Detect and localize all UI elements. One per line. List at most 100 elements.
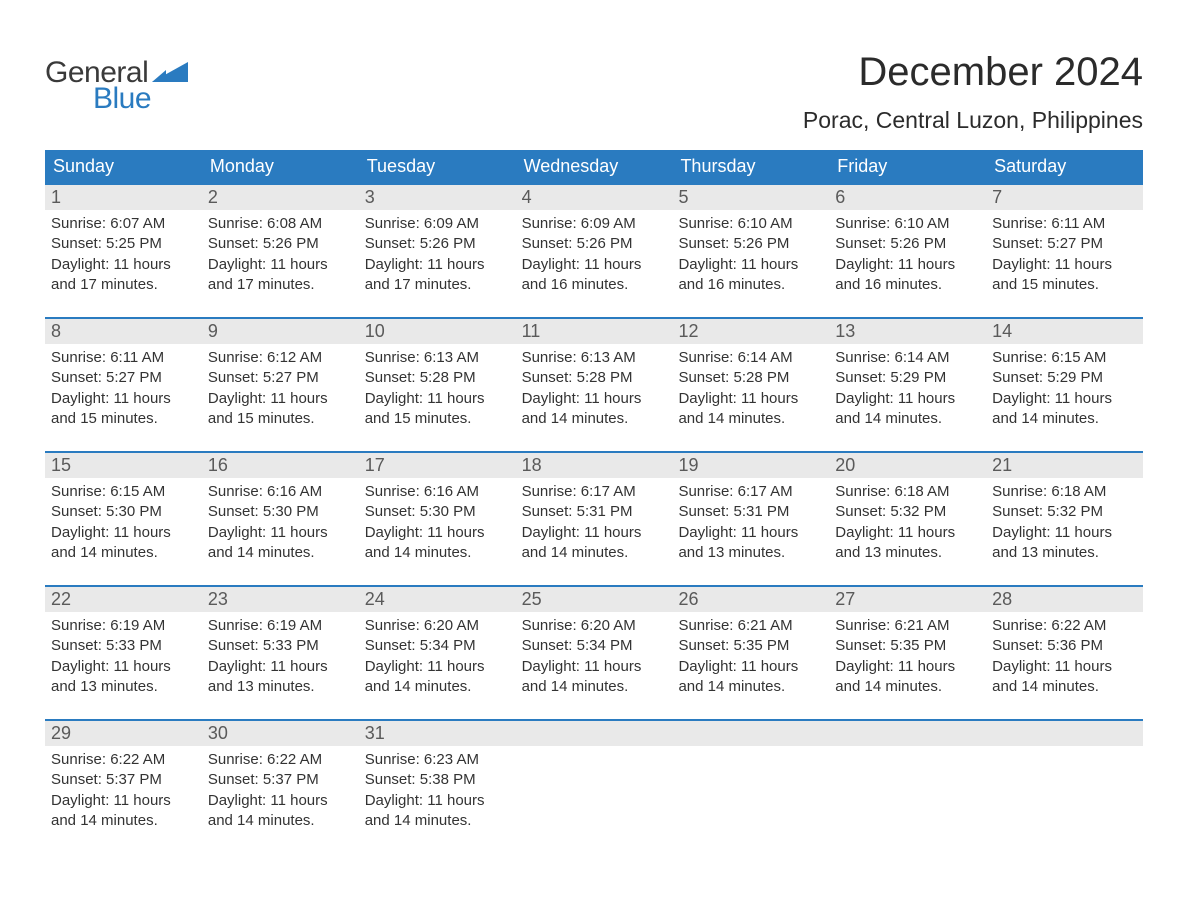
detail-cell: Sunrise: 6:15 AMSunset: 5:30 PMDaylight:… [45,478,202,567]
detail-cell: Sunrise: 6:16 AMSunset: 5:30 PMDaylight:… [359,478,516,567]
detail-cell: Sunrise: 6:22 AMSunset: 5:37 PMDaylight:… [202,746,359,835]
daynum-cell: 17 [359,453,516,478]
detail-cell: Sunrise: 6:22 AMSunset: 5:36 PMDaylight:… [986,612,1143,701]
sunset-line: Sunset: 5:26 PM [678,234,823,254]
sunset-line: Sunset: 5:31 PM [678,502,823,522]
daylight-line: Daylight: 11 hours and 14 minutes. [678,389,823,430]
weekday-cell: Saturday [986,150,1143,183]
detail-cell: Sunrise: 6:20 AMSunset: 5:34 PMDaylight:… [516,612,673,701]
sunset-line: Sunset: 5:34 PM [522,636,667,656]
daylight-line: Daylight: 11 hours and 13 minutes. [835,523,980,564]
daylight-line: Daylight: 11 hours and 15 minutes. [208,389,353,430]
daylight-line: Daylight: 11 hours and 15 minutes. [992,255,1137,296]
sunset-line: Sunset: 5:27 PM [992,234,1137,254]
sunrise-line: Sunrise: 6:07 AM [51,214,196,234]
month-title: December 2024 [803,50,1143,95]
daylight-line: Daylight: 11 hours and 16 minutes. [678,255,823,296]
daynum-cell: 5 [672,185,829,210]
sunset-line: Sunset: 5:34 PM [365,636,510,656]
sunset-line: Sunset: 5:32 PM [992,502,1137,522]
daynum-cell: 13 [829,319,986,344]
daylight-line: Daylight: 11 hours and 16 minutes. [835,255,980,296]
daylight-line: Daylight: 11 hours and 14 minutes. [208,523,353,564]
daylight-line: Daylight: 11 hours and 15 minutes. [365,389,510,430]
daynum-cell: 20 [829,453,986,478]
detail-cell [986,746,1143,835]
sunrise-line: Sunrise: 6:14 AM [835,348,980,368]
sunset-line: Sunset: 5:28 PM [678,368,823,388]
sunrise-line: Sunrise: 6:19 AM [51,616,196,636]
daynum-cell [516,721,673,746]
sunrise-line: Sunrise: 6:22 AM [208,750,353,770]
daylight-line: Daylight: 11 hours and 16 minutes. [522,255,667,296]
daylight-line: Daylight: 11 hours and 14 minutes. [992,389,1137,430]
sunrise-line: Sunrise: 6:13 AM [522,348,667,368]
sunset-line: Sunset: 5:33 PM [208,636,353,656]
sunset-line: Sunset: 5:32 PM [835,502,980,522]
week-block: 891011121314Sunrise: 6:11 AMSunset: 5:27… [45,317,1143,433]
daylight-line: Daylight: 11 hours and 14 minutes. [992,657,1137,698]
detail-band: Sunrise: 6:19 AMSunset: 5:33 PMDaylight:… [45,612,1143,701]
daylight-line: Daylight: 11 hours and 14 minutes. [365,523,510,564]
sunset-line: Sunset: 5:35 PM [835,636,980,656]
detail-band: Sunrise: 6:11 AMSunset: 5:27 PMDaylight:… [45,344,1143,433]
sunset-line: Sunset: 5:30 PM [365,502,510,522]
daylight-line: Daylight: 11 hours and 13 minutes. [51,657,196,698]
sunset-line: Sunset: 5:38 PM [365,770,510,790]
detail-cell: Sunrise: 6:18 AMSunset: 5:32 PMDaylight:… [986,478,1143,567]
sunrise-line: Sunrise: 6:17 AM [522,482,667,502]
daynum-cell: 9 [202,319,359,344]
daynum-cell: 21 [986,453,1143,478]
daynum-band: 15161718192021 [45,453,1143,478]
sunrise-line: Sunrise: 6:09 AM [365,214,510,234]
detail-cell: Sunrise: 6:17 AMSunset: 5:31 PMDaylight:… [672,478,829,567]
daynum-cell: 8 [45,319,202,344]
sunrise-line: Sunrise: 6:22 AM [992,616,1137,636]
sunset-line: Sunset: 5:27 PM [51,368,196,388]
daynum-cell: 14 [986,319,1143,344]
daylight-line: Daylight: 11 hours and 14 minutes. [51,791,196,832]
sunset-line: Sunset: 5:37 PM [208,770,353,790]
sunrise-line: Sunrise: 6:12 AM [208,348,353,368]
detail-cell: Sunrise: 6:14 AMSunset: 5:29 PMDaylight:… [829,344,986,433]
sunset-line: Sunset: 5:25 PM [51,234,196,254]
title-block: December 2024 Porac, Central Luzon, Phil… [803,50,1143,144]
daylight-line: Daylight: 11 hours and 13 minutes. [208,657,353,698]
detail-cell: Sunrise: 6:13 AMSunset: 5:28 PMDaylight:… [359,344,516,433]
weekday-header-row: SundayMondayTuesdayWednesdayThursdayFrid… [45,150,1143,183]
sunrise-line: Sunrise: 6:13 AM [365,348,510,368]
weekday-cell: Wednesday [516,150,673,183]
daylight-line: Daylight: 11 hours and 13 minutes. [678,523,823,564]
daylight-line: Daylight: 11 hours and 14 minutes. [678,657,823,698]
sunrise-line: Sunrise: 6:16 AM [208,482,353,502]
daynum-cell: 12 [672,319,829,344]
detail-cell: Sunrise: 6:12 AMSunset: 5:27 PMDaylight:… [202,344,359,433]
weekday-cell: Thursday [672,150,829,183]
daynum-cell: 11 [516,319,673,344]
daynum-cell: 3 [359,185,516,210]
sunrise-line: Sunrise: 6:21 AM [835,616,980,636]
sunrise-line: Sunrise: 6:10 AM [835,214,980,234]
sunrise-line: Sunrise: 6:16 AM [365,482,510,502]
sunrise-line: Sunrise: 6:18 AM [835,482,980,502]
daynum-cell: 31 [359,721,516,746]
detail-cell: Sunrise: 6:20 AMSunset: 5:34 PMDaylight:… [359,612,516,701]
daylight-line: Daylight: 11 hours and 14 minutes. [835,657,980,698]
sunset-line: Sunset: 5:29 PM [835,368,980,388]
detail-cell: Sunrise: 6:19 AMSunset: 5:33 PMDaylight:… [45,612,202,701]
detail-cell: Sunrise: 6:21 AMSunset: 5:35 PMDaylight:… [829,612,986,701]
detail-cell [672,746,829,835]
sunset-line: Sunset: 5:26 PM [208,234,353,254]
sunset-line: Sunset: 5:35 PM [678,636,823,656]
detail-cell: Sunrise: 6:13 AMSunset: 5:28 PMDaylight:… [516,344,673,433]
sunset-line: Sunset: 5:33 PM [51,636,196,656]
daylight-line: Daylight: 11 hours and 14 minutes. [835,389,980,430]
daynum-cell: 16 [202,453,359,478]
sunset-line: Sunset: 5:26 PM [835,234,980,254]
sunset-line: Sunset: 5:27 PM [208,368,353,388]
detail-cell: Sunrise: 6:11 AMSunset: 5:27 PMDaylight:… [45,344,202,433]
week-block: 1234567Sunrise: 6:07 AMSunset: 5:25 PMDa… [45,183,1143,299]
weekday-cell: Sunday [45,150,202,183]
daynum-cell: 24 [359,587,516,612]
sunset-line: Sunset: 5:28 PM [365,368,510,388]
